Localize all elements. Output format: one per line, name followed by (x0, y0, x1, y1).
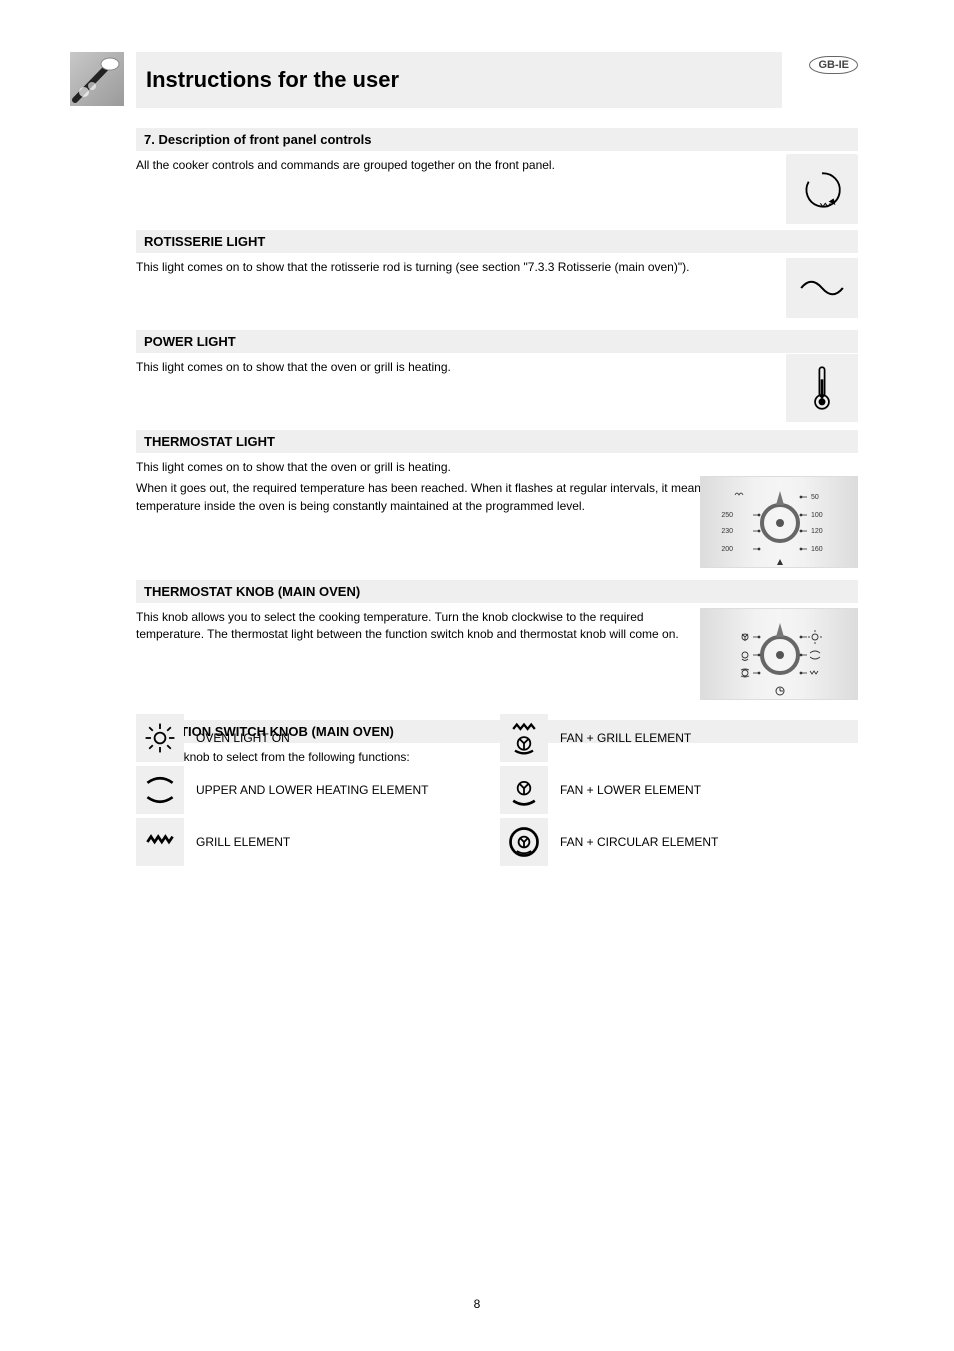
func-label-upper-lower: UPPER AND LOWER HEATING ELEMENT (196, 783, 428, 797)
section-head-thermostat-light: THERMOSTAT LIGHT (136, 430, 858, 453)
grill-icon (136, 818, 184, 866)
region-badge: GB-IE (809, 56, 858, 74)
corner-brush-icon (70, 52, 124, 106)
upper-lower-icon (136, 766, 184, 814)
section-body-thermostat-2: When it goes out, the required temperatu… (136, 480, 768, 515)
fan-circular-icon (500, 818, 548, 866)
func-label-fan-grill: FAN + GRILL ELEMENT (560, 731, 691, 745)
dial-label-120: 120 (811, 528, 823, 535)
section-body-rotisserie: This light comes on to show that the rot… (136, 259, 768, 276)
dial-label-100: 100 (811, 512, 823, 519)
thermometer-icon (786, 354, 858, 422)
section-head-thermostat-knob: THERMOSTAT KNOB (MAIN OVEN) (136, 580, 858, 603)
dial-label-200: 200 (721, 546, 733, 553)
dial-label-160: 160 (811, 546, 823, 553)
light-icon (136, 714, 184, 762)
section-head-controls: 7. Description of front panel controls (136, 128, 858, 151)
page-number: 8 (0, 1297, 954, 1311)
func-label-grill: GRILL ELEMENT (196, 835, 290, 849)
func-label-fan-circular: FAN + CIRCULAR ELEMENT (560, 835, 718, 849)
section-body-thermostat-knob: This knob allows you to select the cooki… (136, 609, 683, 644)
fan-grill-icon (500, 714, 548, 762)
page-title: Instructions for the user (136, 52, 782, 108)
dial-label-230: 230 (721, 528, 733, 535)
section-body-power: This light comes on to show that the ove… (136, 359, 768, 376)
func-label-fan-lower: FAN + LOWER ELEMENT (560, 783, 701, 797)
power-wave-icon (786, 258, 858, 318)
function-dial-image (700, 608, 858, 700)
fan-lower-icon (500, 766, 548, 814)
rotisserie-icon (786, 156, 858, 224)
section-body-thermostat-1: This light comes on to show that the ove… (136, 459, 768, 476)
thermostat-dial-image: 50 100 120 160 200 230 250 (700, 476, 858, 568)
dial-label-250: 250 (721, 512, 733, 519)
section-head-power: POWER LIGHT (136, 330, 858, 353)
dial-label-50: 50 (811, 494, 819, 501)
section-body-controls: All the cooker controls and commands are… (136, 157, 858, 174)
section-head-rotisserie: ROTISSERIE LIGHT (136, 230, 858, 253)
func-label-light: OVEN LIGHT ON (196, 731, 290, 745)
